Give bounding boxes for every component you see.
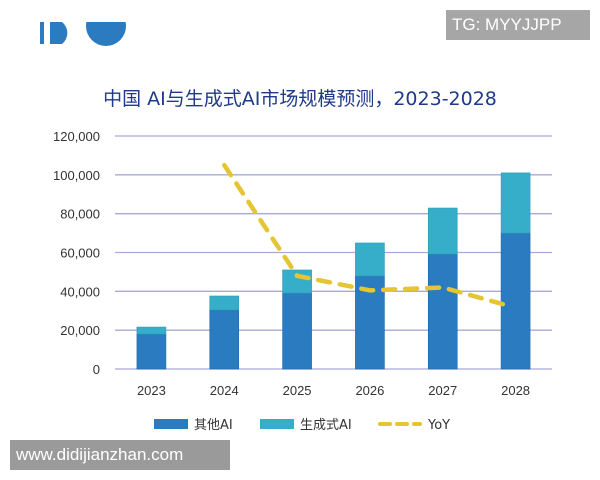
y-tick-label: 0 bbox=[93, 362, 100, 377]
legend-label-other-ai: 其他AI bbox=[194, 418, 233, 433]
chart-title: 中国 AI与生成式AI市场规模预测，2023-2028 bbox=[103, 88, 497, 110]
x-tick-label: 2028 bbox=[501, 383, 530, 398]
legend-label-yoy: YoY bbox=[427, 418, 450, 433]
y-tick-label: 100,000 bbox=[53, 168, 100, 183]
watermark-tg: TG: MYYJJPP bbox=[446, 10, 590, 40]
logo bbox=[38, 22, 138, 48]
bar-genai-2028 bbox=[500, 172, 531, 234]
bar-other-ai-2025 bbox=[282, 292, 312, 370]
legend-swatch-other-ai bbox=[154, 419, 188, 429]
x-tick-label: 2025 bbox=[283, 383, 312, 398]
bar-genai-2026 bbox=[355, 242, 385, 277]
legend: 其他AI 生成式AI YoY bbox=[154, 418, 450, 433]
x-tick-label: 2026 bbox=[355, 383, 384, 398]
y-tick-label: 40,000 bbox=[60, 284, 100, 299]
bar-genai-2024 bbox=[209, 295, 240, 311]
bar-other-ai-2024 bbox=[209, 309, 240, 370]
x-tick-label: 2023 bbox=[137, 383, 166, 398]
bar-other-ai-2027 bbox=[427, 253, 458, 370]
bar-other-ai-2028 bbox=[500, 232, 531, 370]
watermark-url: www.didijianzhan.com bbox=[10, 440, 230, 470]
y-tick-label: 60,000 bbox=[60, 246, 100, 261]
y-tick-label: 120,000 bbox=[53, 129, 100, 144]
bar-genai-2027 bbox=[427, 207, 458, 255]
y-tick-label: 20,000 bbox=[60, 323, 100, 338]
x-tick-label: 2027 bbox=[428, 383, 457, 398]
bar-other-ai-2023 bbox=[136, 333, 167, 370]
bar-genai-2023 bbox=[136, 326, 167, 335]
legend-label-genai: 生成式AI bbox=[300, 418, 352, 433]
legend-swatch-genai bbox=[260, 419, 294, 429]
y-tick-label: 80,000 bbox=[60, 207, 100, 222]
x-tick-label: 2024 bbox=[210, 383, 239, 398]
